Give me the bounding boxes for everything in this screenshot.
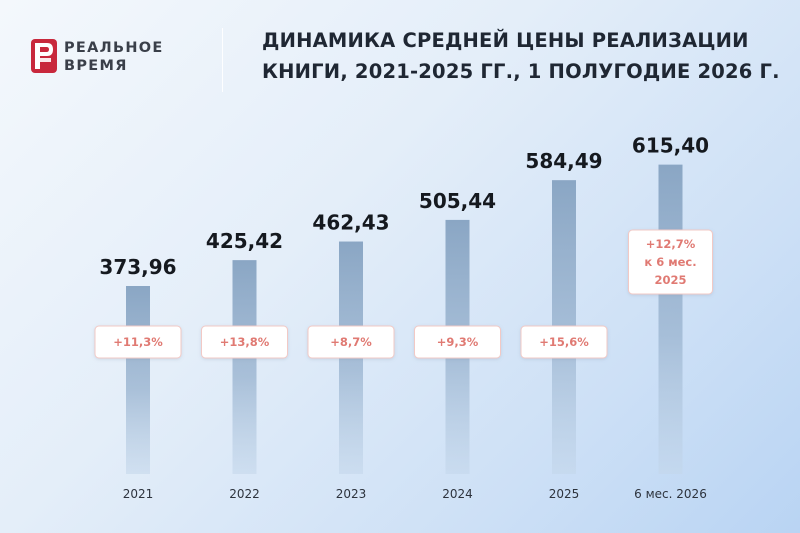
chart-title-line2: КНИГИ, 2021-2025 ГГ., 1 ПОЛУГОДИЕ 2026 Г… [262,60,780,83]
header-divider [222,28,223,92]
growth-callout-text-3-0: +9,3% [437,335,479,349]
growth-callout-box-0 [94,325,182,359]
growth-callout-text-4-0: +15,6% [539,335,589,349]
growth-callout-0: +11,3% [94,325,182,359]
brand-logo: РЕАЛЬНОЕ ВРЕМЯ [30,38,230,78]
category-label-3: 2024 [442,487,473,501]
growth-callout-box-1 [201,325,288,359]
value-label-4: 584,49 [525,149,602,173]
bar-1 [232,260,257,474]
bar-0 [126,286,150,474]
growth-callout-text-1-0: +13,8% [220,335,270,349]
brand-mark-icon [31,39,57,73]
chart-title-line1: ДИНАМИКА СРЕДНЕЙ ЦЕНЫ РЕАЛИЗАЦИИ [262,29,749,52]
growth-callout-text-0-0: +11,3% [113,335,163,349]
value-label-1: 425,42 [206,229,283,253]
growth-callout-3: +9,3% [414,325,501,359]
category-label-2: 2023 [336,487,367,501]
growth-callout-box-3 [414,325,501,359]
value-label-5: 615,40 [632,134,709,158]
value-label-0: 373,96 [99,255,176,279]
growth-callout-text-5-0: +12,7% [646,237,696,251]
brand-name-line1: РЕАЛЬНОЕ [64,40,164,56]
growth-callout-2: +8,7% [307,325,395,359]
category-label-4: 2025 [549,487,580,501]
growth-callout-box-4 [520,325,608,359]
growth-callout-box-2 [307,325,395,359]
growth-callout-4: +15,6% [520,325,608,359]
value-label-2: 462,43 [312,211,389,235]
category-label-0: 2021 [123,487,154,501]
brand-name-line2: ВРЕМЯ [64,58,128,74]
category-label-1: 2022 [229,487,260,501]
growth-callout-text-5-2: 2025 [654,273,686,287]
bar-5 [658,164,683,474]
growth-callout-1: +13,8% [201,325,288,359]
growth-callout-5: +12,7% к 6 мес. 2025 [628,229,713,295]
growth-callout-text-5-1: к 6 мес. [644,255,696,269]
category-label-5: 6 мес. 2026 [634,487,707,501]
growth-callout-box-5 [628,229,713,295]
growth-callout-text-2-0: +8,7% [330,335,372,349]
value-label-3: 505,44 [419,189,496,213]
